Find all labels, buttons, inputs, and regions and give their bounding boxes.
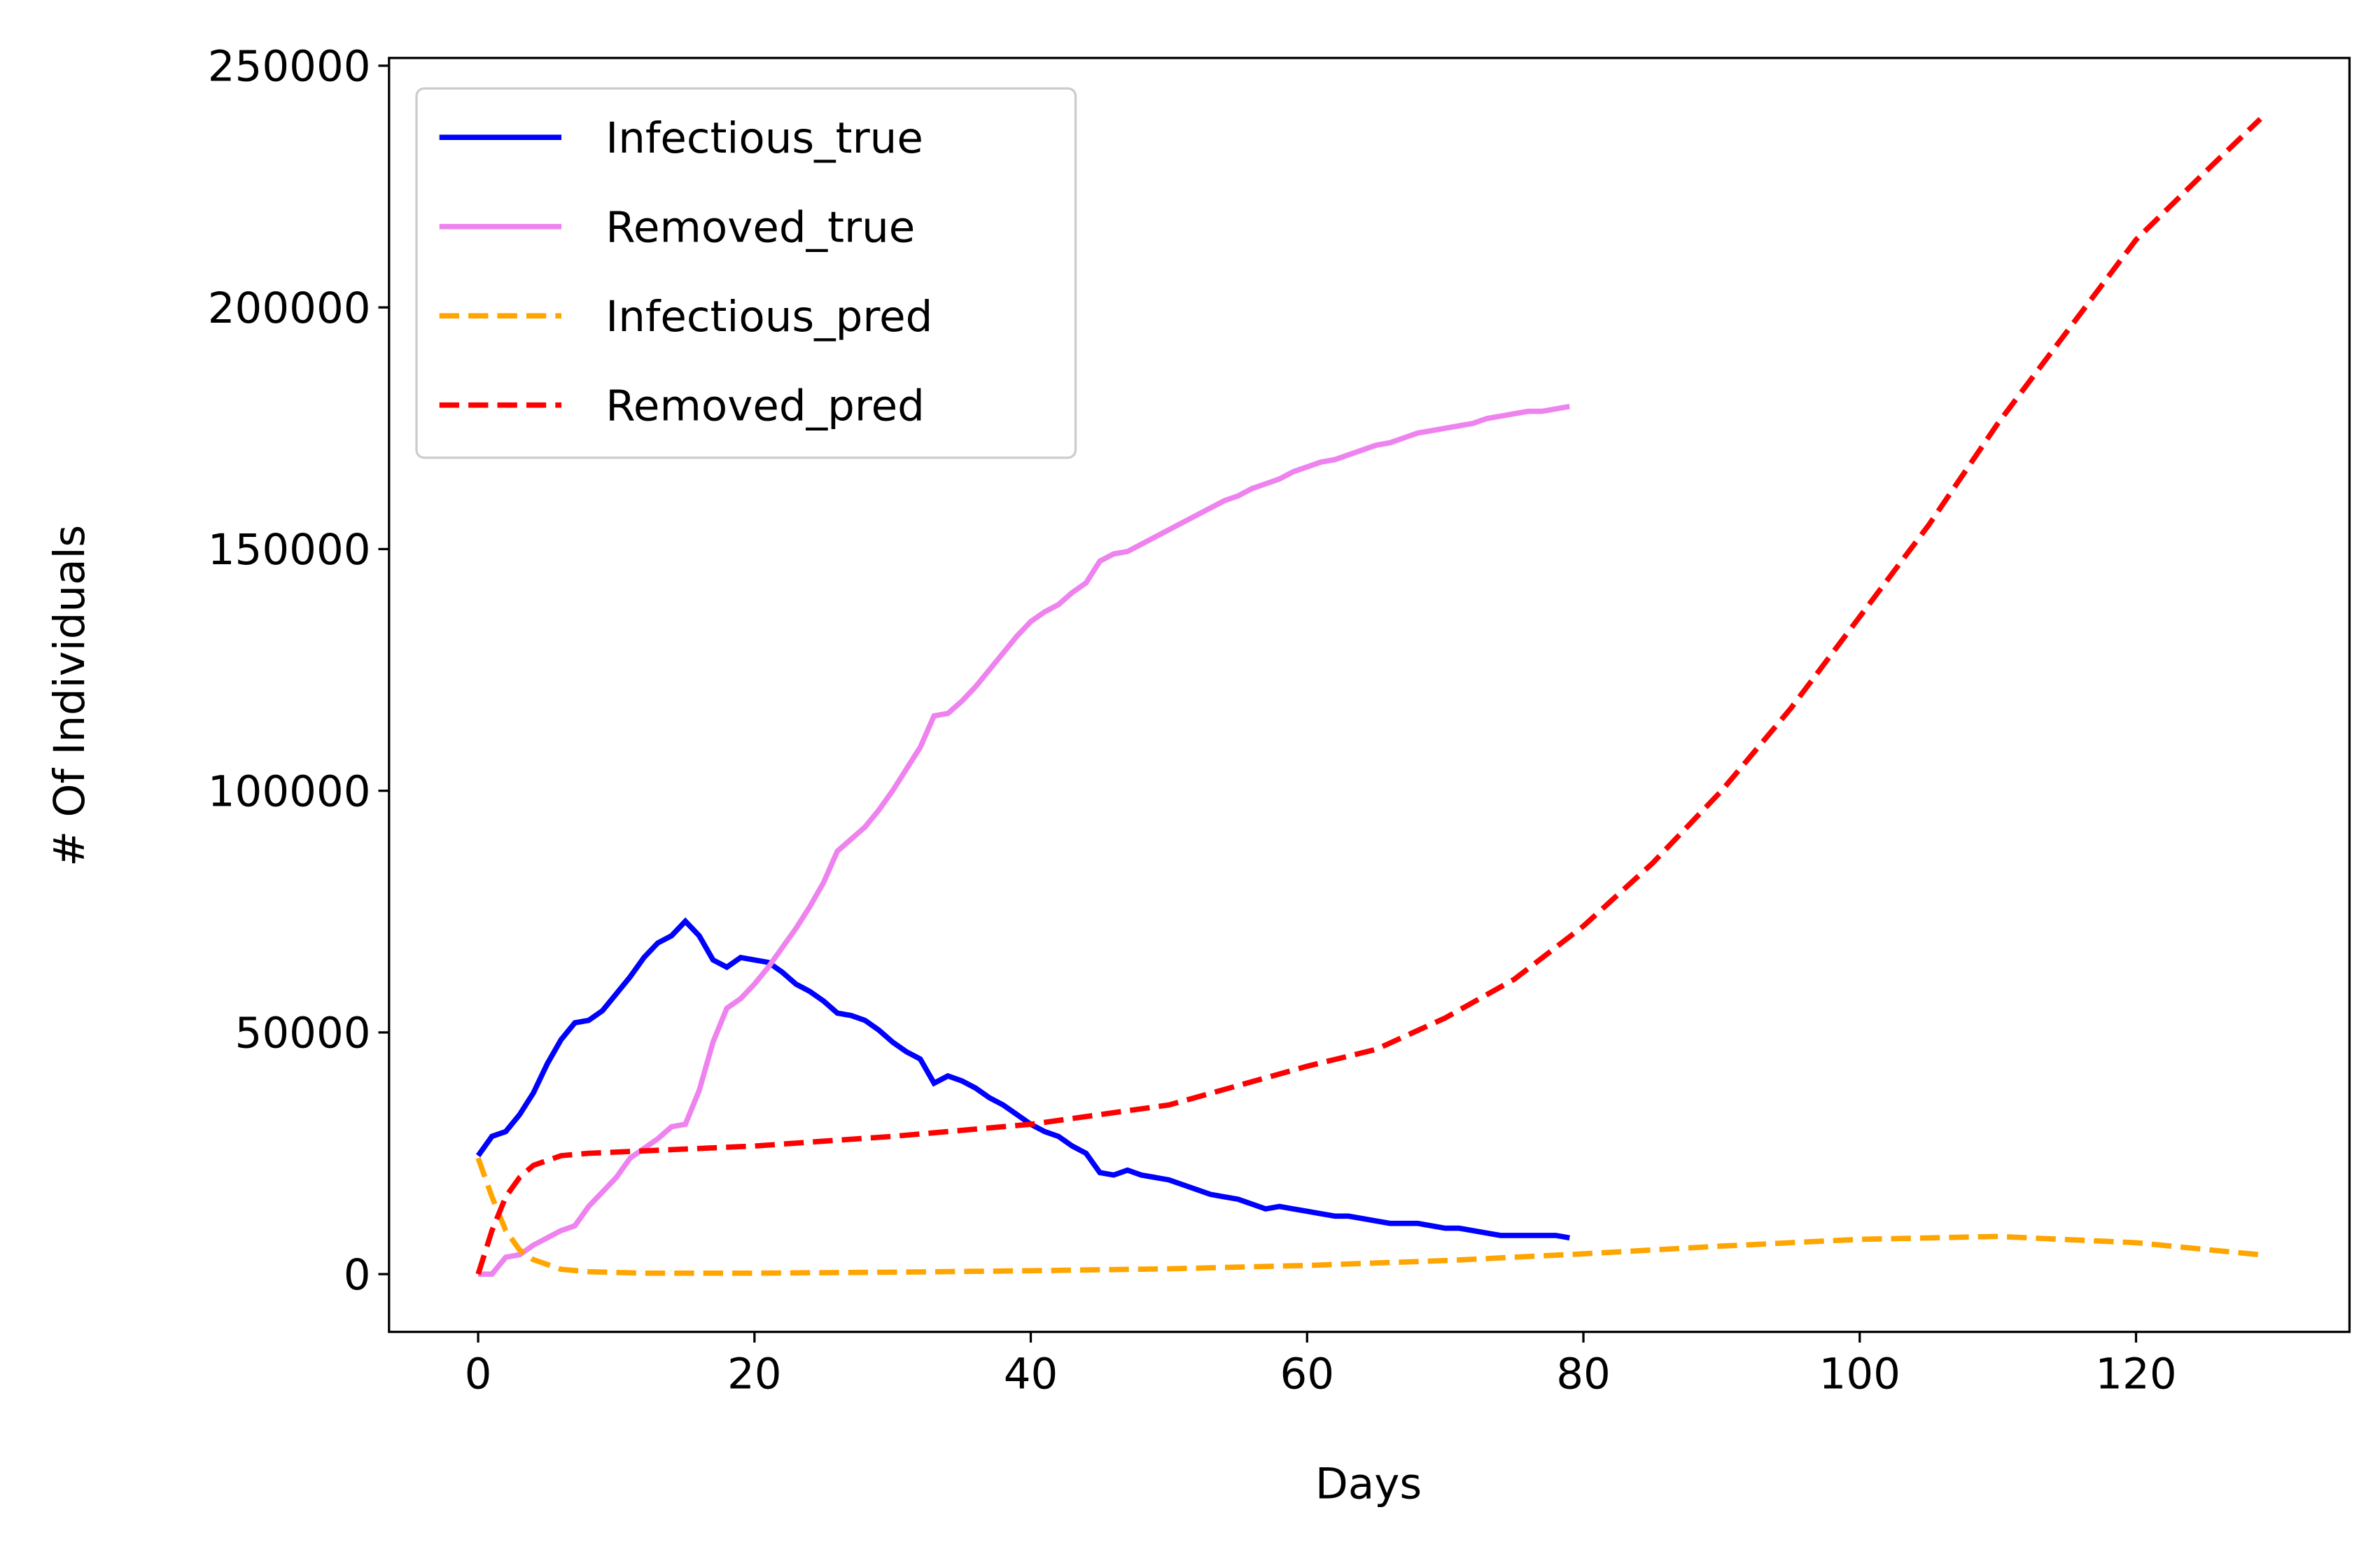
x-tick-label: 40 — [1004, 1349, 1058, 1399]
x-tick-label: 0 — [465, 1349, 492, 1399]
legend-label: Infectious_true — [606, 113, 923, 163]
y-tick-label: 200000 — [208, 284, 371, 333]
x-tick-label: 100 — [1819, 1349, 1900, 1399]
x-tick-label: 20 — [727, 1349, 782, 1399]
y-tick-label: 0 — [344, 1250, 371, 1300]
legend: Infectious_true Removed_true Infectious_pr… — [415, 87, 1077, 459]
legend-label: Removed_pred — [606, 381, 925, 430]
x-tick-label: 120 — [2095, 1349, 2176, 1399]
plot-frame — [388, 57, 2351, 1334]
series-line — [475, 117, 2262, 1275]
y-tick-label: 100000 — [208, 766, 371, 816]
x-axis-label: Days — [1315, 1459, 1422, 1508]
y-axis-label: # Of Individuals — [45, 525, 94, 867]
x-tick-label: 60 — [1280, 1349, 1334, 1399]
x-tick-label: 80 — [1556, 1349, 1611, 1399]
y-tick-label: 250000 — [208, 42, 371, 92]
series-line — [478, 403, 1570, 1277]
y-tick-label: 150000 — [208, 525, 371, 575]
y-tick-label: 50000 — [235, 1009, 371, 1058]
legend-box — [415, 87, 1077, 459]
series-line — [475, 1157, 2261, 1276]
legend-label: Removed_true — [606, 202, 915, 252]
legend-label: Infectious_pred — [606, 292, 932, 342]
series-line — [475, 917, 1570, 1241]
